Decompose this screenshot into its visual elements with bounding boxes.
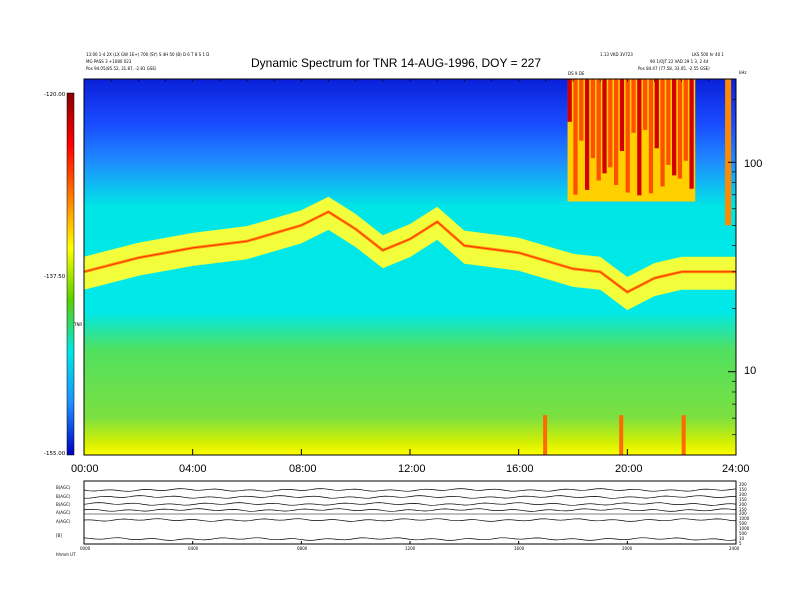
burst-streak	[677, 79, 683, 179]
lower-right-tick-7: 200	[739, 511, 747, 516]
lower-x-tick-4: 1600	[514, 546, 525, 551]
lower-footer-label: hhmm UT	[56, 552, 76, 557]
burst-streak	[666, 79, 671, 165]
plasma-line-band	[84, 196, 736, 311]
burst-streak	[619, 79, 625, 152]
lower-trace	[83, 488, 737, 492]
header-left-line-1: 13:00 1-4 2X (LX GW 1E+) 700 (SY) S 4H 5…	[86, 52, 210, 57]
x-tick-3: 12:00	[398, 463, 426, 475]
lower-row-label-1: B(AGC)	[56, 485, 71, 490]
lower-right-tick-2: 150	[739, 487, 747, 492]
header-right-line-3: 90 1/OJT 22 VAD 29 1 3, 2 44	[650, 59, 709, 64]
burst-streak	[643, 79, 648, 130]
burst-streak	[573, 79, 578, 195]
burst-streak	[625, 79, 630, 193]
x-tick-0: 00:00	[71, 463, 99, 475]
lower-right-tick-11: 500	[739, 531, 747, 536]
lower-trace	[84, 495, 736, 499]
lower-x-tick-3: 1200	[405, 546, 416, 551]
lower-right-tick-10: 1000	[739, 526, 750, 531]
late-streak	[725, 79, 732, 226]
colorbar-side-label: TNR	[74, 322, 83, 327]
lower-trace	[83, 518, 737, 522]
burst-streak	[602, 79, 607, 174]
lower-x-tick-5: 2000	[622, 546, 633, 551]
burst-streak	[590, 79, 596, 159]
burst-streak	[613, 79, 619, 186]
lower-row-label-4: A(AGC)	[56, 510, 71, 515]
lower-trace	[83, 537, 737, 541]
colorbar-tick-mid: -137.50	[44, 274, 66, 280]
header-right-line-2: LKS 500 hr 40 1	[692, 52, 724, 57]
chart-title: Dynamic Spectrum for TNR 14-AUG-1996, DO…	[250, 56, 541, 70]
lower-right-tick-1: 200	[739, 482, 747, 487]
lower-right-tick-3: 200	[739, 492, 747, 497]
marker-label: DS 9 DE	[568, 71, 585, 76]
colorbar	[66, 92, 75, 456]
lower-right-tick-6: 150	[739, 507, 747, 512]
unit-label: kHz	[739, 70, 747, 75]
colorbar-tick-top: -120.00	[44, 92, 66, 98]
x-tick-4: 16:00	[506, 463, 534, 475]
lower-row-label-3: B(AGC)	[56, 502, 71, 507]
burst-streak	[672, 79, 677, 176]
burst-streak	[631, 79, 636, 133]
burst-streak	[654, 79, 659, 149]
lower-row-label-2: B(AGC)	[56, 494, 71, 499]
header-left-line-3: Pos 94.05(85.52, 31.87, -2.81 GSE)	[86, 66, 157, 71]
plasma-line-peak	[83, 211, 736, 293]
y-tick-10: 10	[744, 365, 757, 377]
lower-right-tick-8: 1000	[739, 516, 750, 521]
burst-streak	[689, 79, 694, 189]
burst-streak	[683, 79, 688, 161]
x-tick-1: 04:00	[179, 463, 207, 475]
burst-streak	[608, 79, 613, 168]
lower-trace	[83, 508, 737, 512]
burst-streak	[579, 79, 584, 141]
lower-x-tick-0: 0000	[80, 546, 91, 551]
lower-right-tick-9: 500	[739, 521, 747, 526]
burst-streak	[648, 79, 654, 194]
header-right-line-1: 1.13 VKD 3V723	[600, 52, 633, 57]
header-left-line-2: MG PASS 3 +1080 023	[86, 59, 132, 64]
burst-streak	[637, 79, 642, 196]
lower-panel-frame	[83, 480, 737, 545]
burst-streak	[596, 79, 601, 181]
low-frequency-spike	[681, 415, 686, 455]
colorbar-tick-bottom: -155.00	[44, 451, 66, 457]
lower-x-tick-6: 2400	[729, 546, 740, 551]
lower-right-tick-5: 200	[739, 502, 747, 507]
low-frequency-spike	[619, 415, 624, 455]
low-frequency-spike	[543, 415, 548, 455]
lower-right-tick-4: 150	[739, 497, 747, 502]
lower-right-tick-12: 10	[739, 536, 745, 541]
lower-x-tick-1: 0400	[188, 546, 199, 551]
x-tick-6: 24:00	[722, 463, 750, 475]
lower-trace	[83, 502, 737, 506]
burst-streak	[584, 79, 590, 190]
x-tick-5: 20:00	[615, 463, 643, 475]
lower-x-tick-2: 0800	[297, 546, 308, 551]
y-tick-100: 100	[744, 158, 763, 170]
burst-streak	[660, 79, 665, 187]
header-right-line-4: Pos 84.47 (77.58, 33.05, -2.55 GSE)	[638, 66, 710, 71]
lower-row-label-5: A(AGC)	[56, 519, 71, 524]
x-tick-2: 08:00	[289, 463, 317, 475]
burst-streak	[567, 79, 572, 122]
lower-right-tick-13: 5	[739, 541, 742, 546]
lower-row-label-6: [B]	[56, 533, 62, 538]
